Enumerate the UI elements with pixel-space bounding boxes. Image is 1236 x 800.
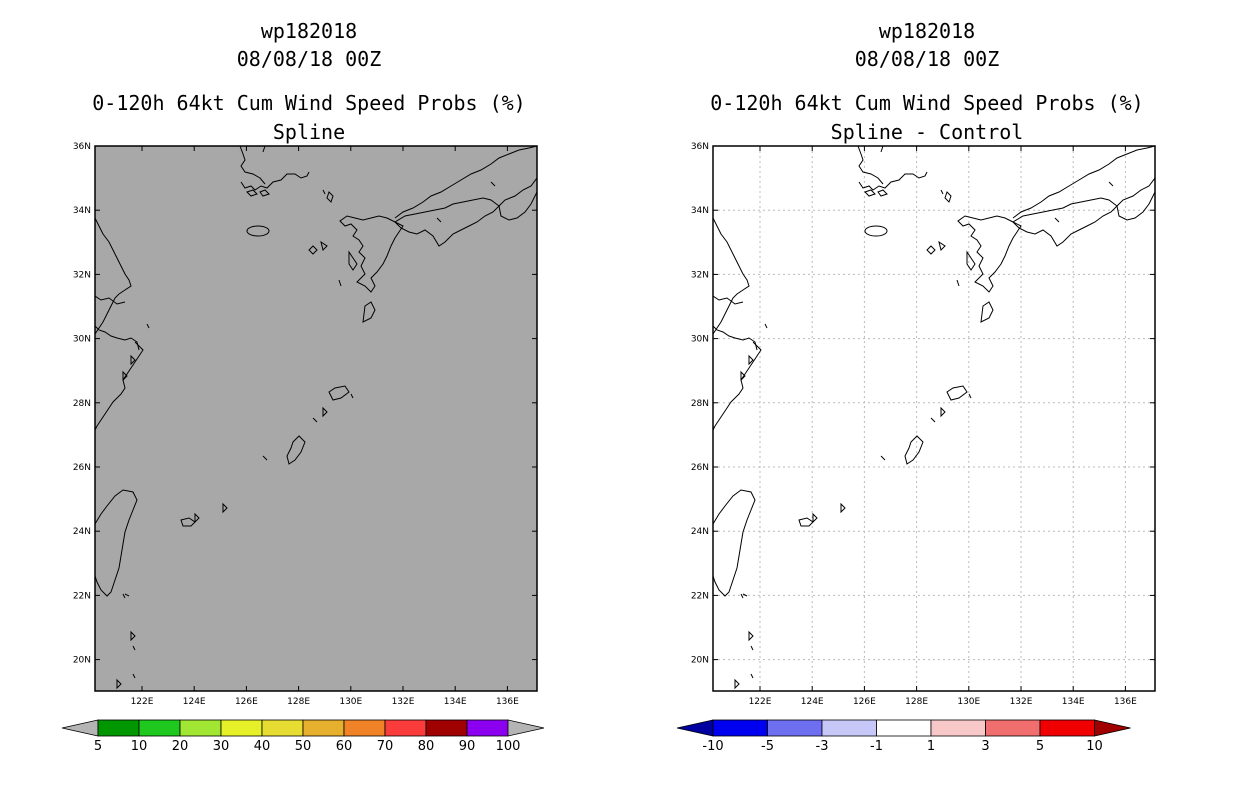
lon-label: 134E <box>444 697 467 707</box>
colorbar-max-arrow <box>507 719 545 737</box>
colorbar-label: 5 <box>94 739 102 754</box>
colorbar-label: -3 <box>816 739 829 754</box>
left-map-frame <box>94 145 538 692</box>
right-colorbar: -10 -5 -3 -1 1 3 5 10 <box>676 719 1131 754</box>
right-datetime: 08/08/18 00Z <box>854 47 1000 71</box>
colorbar-swatch <box>220 719 263 737</box>
colorbar-swatch <box>767 719 823 737</box>
colorbar-swatch <box>876 719 932 737</box>
colorbar-label: 10 <box>1086 739 1103 754</box>
lat-label: 24N <box>73 527 91 537</box>
colorbar-swatch <box>343 719 386 737</box>
left-axis-ticks <box>95 145 537 691</box>
colorbar-swatch <box>97 719 140 737</box>
lat-label: 22N <box>691 591 709 601</box>
lat-label: 34N <box>73 206 91 216</box>
colorbar-swatch <box>985 719 1041 737</box>
colorbar-label: 60 <box>336 739 353 754</box>
right-map-background <box>713 146 1155 691</box>
lat-label: 28N <box>691 399 709 409</box>
colorbar-swatch <box>302 719 345 737</box>
colorbar-label: -5 <box>761 739 774 754</box>
lon-label: 134E <box>1062 697 1085 707</box>
right-lon-labels: 122E 124E 126E 128E 130E 132E 134E 136E <box>749 697 1138 707</box>
lon-label: 124E <box>183 697 206 707</box>
colorbar-label: 20 <box>172 739 189 754</box>
colorbar-swatch <box>1039 719 1095 737</box>
colorbar-swatch <box>384 719 427 737</box>
left-datetime: 08/08/18 00Z <box>236 47 382 71</box>
lon-label: 126E <box>853 697 876 707</box>
left-lon-labels: 122E 124E 126E 128E 130E 132E 134E 136E <box>131 697 520 707</box>
colorbar-min-arrow <box>676 719 714 737</box>
colorbar-label: 10 <box>131 739 148 754</box>
right-axis-ticks <box>713 145 1155 691</box>
lat-label: 22N <box>73 591 91 601</box>
lat-label: 32N <box>73 270 91 280</box>
left-storm-id: wp182018 <box>260 19 358 43</box>
lat-label: 36N <box>73 142 91 152</box>
left-map: 36N 34N 32N 30N 28N 26N 24N 22N 20N 122E 124E 126E… <box>73 142 538 707</box>
colorbar-label: 40 <box>254 739 271 754</box>
lon-label: 128E <box>905 697 928 707</box>
lon-label: 126E <box>235 697 258 707</box>
colorbar-max-arrow <box>1094 719 1131 737</box>
colorbar-swatch <box>261 719 304 737</box>
lat-label: 36N <box>691 142 709 152</box>
lat-label: 34N <box>691 206 709 216</box>
lon-label: 130E <box>957 697 980 707</box>
left-subtitle: Spline <box>272 120 346 144</box>
colorbar-swatch <box>425 719 468 737</box>
colorbar-label: 3 <box>981 739 989 754</box>
lat-label: 28N <box>73 399 91 409</box>
colorbar-swatch <box>930 719 986 737</box>
left-lat-labels: 36N 34N 32N 30N 28N 26N 24N 22N 20N <box>73 142 91 666</box>
right-map-frame <box>712 145 1156 692</box>
colorbar-label: 70 <box>377 739 394 754</box>
right-lat-labels: 36N 34N 32N 30N 28N 26N 24N 22N 20N <box>691 142 709 666</box>
colorbar-label: 1 <box>927 739 935 754</box>
lon-label: 136E <box>1114 697 1137 707</box>
colorbar-label: 90 <box>459 739 476 754</box>
colorbar-swatch <box>179 719 222 737</box>
lat-label: 20N <box>691 656 709 666</box>
lon-label: 122E <box>131 697 154 707</box>
lon-label: 132E <box>392 697 415 707</box>
colorbar-label: 100 <box>496 739 521 754</box>
colorbar-label: -10 <box>702 739 723 754</box>
lat-label: 30N <box>73 335 91 345</box>
left-colorbar: 5 10 20 30 40 50 60 70 80 90 100 <box>61 719 545 754</box>
lat-label: 20N <box>73 656 91 666</box>
colorbar-min-arrow <box>61 719 99 737</box>
lat-label: 26N <box>73 463 91 473</box>
lon-label: 122E <box>749 697 772 707</box>
lat-label: 30N <box>691 335 709 345</box>
colorbar-label: 50 <box>295 739 312 754</box>
colorbar-label: 30 <box>213 739 230 754</box>
colorbar-label: -1 <box>870 739 883 754</box>
right-map: 36N 34N 32N 30N 28N 26N 24N 22N 20N 122E 124E 126E… <box>691 142 1156 707</box>
colorbar-label: 5 <box>1036 739 1044 754</box>
lon-label: 132E <box>1010 697 1033 707</box>
lon-label: 124E <box>801 697 824 707</box>
lat-label: 26N <box>691 463 709 473</box>
colorbar-label: 80 <box>418 739 435 754</box>
colorbar-swatch <box>712 719 768 737</box>
left-product-title: 0-120h 64kt Cum Wind Speed Probs (%) <box>92 91 526 115</box>
lat-label: 24N <box>691 527 709 537</box>
colorbar-swatch <box>821 719 877 737</box>
right-product-title: 0-120h 64kt Cum Wind Speed Probs (%) <box>710 91 1144 115</box>
right-gridlines <box>713 146 1155 691</box>
lon-label: 128E <box>287 697 310 707</box>
lon-label: 136E <box>496 697 519 707</box>
colorbar-swatch <box>466 719 509 737</box>
right-storm-id: wp182018 <box>878 19 976 43</box>
lat-label: 32N <box>691 270 709 280</box>
left-map-background <box>95 146 537 691</box>
lon-label: 130E <box>339 697 362 707</box>
right-subtitle: Spline - Control <box>830 120 1024 144</box>
colorbar-swatch <box>138 719 181 737</box>
